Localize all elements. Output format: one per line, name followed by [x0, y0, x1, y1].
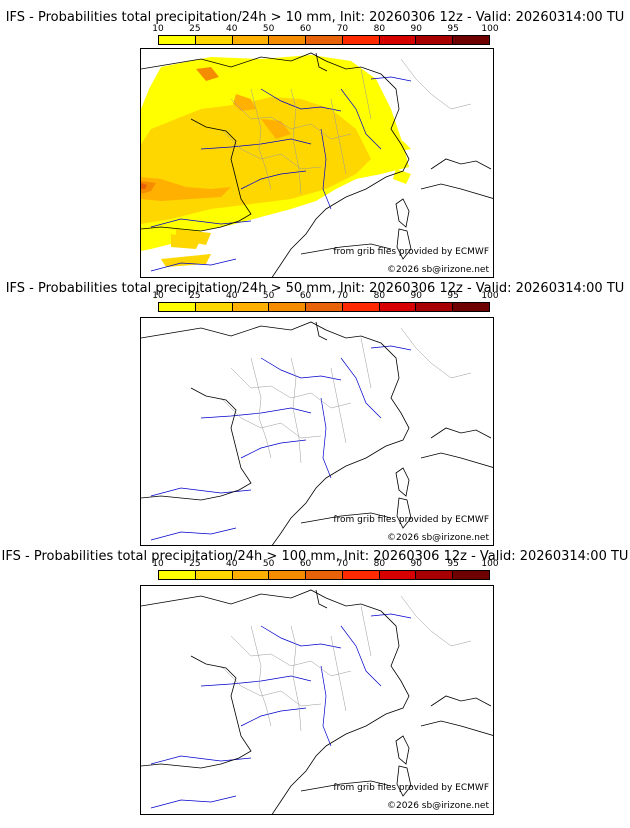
scale-tick-label: 90 — [410, 291, 422, 301]
map-svg — [141, 589, 493, 814]
scale-segment — [232, 571, 270, 579]
scale-tick-label: 50 — [262, 559, 275, 569]
scale-segment — [342, 571, 380, 579]
map-svg — [141, 52, 493, 277]
scale-tick-label: 25 — [189, 291, 201, 301]
panel-100mm: IFS - Probabilities total precipitation/… — [0, 548, 630, 828]
scale-segment — [306, 571, 343, 579]
scale-tick-label: 100 — [481, 24, 499, 34]
scale-segment — [159, 571, 196, 579]
scale-segment — [453, 36, 490, 44]
scale-segment — [342, 303, 380, 311]
coastlines — [141, 589, 493, 814]
probability-field — [141, 55, 411, 267]
scale-segment — [379, 303, 417, 311]
scale-tick-label: 100 — [481, 291, 499, 301]
scale-tick-label: 25 — [189, 559, 201, 569]
scale-tick-label: 40 — [226, 24, 238, 34]
scale-tick-label: 80 — [373, 559, 386, 569]
scale-tick-label: 10 — [152, 559, 164, 569]
scale-segment — [269, 571, 307, 579]
panel-title: IFS - Probabilities total precipitation/… — [1, 549, 629, 564]
rivers — [150, 345, 412, 541]
panel-10mm: IFS - Probabilities total precipitation/… — [0, 0, 630, 280]
scale-segment — [453, 303, 490, 311]
scale-segment — [379, 36, 417, 44]
color-scale: 10 25 40 50 60 70 80 90 95 100 — [152, 291, 499, 314]
scale-tick-label: 50 — [262, 291, 275, 301]
scale-segment — [379, 571, 417, 579]
scale-tick-label: 40 — [226, 559, 238, 569]
credit-ecmwf: from grib files provided by ECMWF — [333, 247, 489, 257]
scale-tick-label: 60 — [299, 559, 312, 569]
rivers — [150, 76, 412, 272]
scale-segment — [416, 36, 454, 44]
scale-tick-label: 70 — [336, 559, 349, 569]
scale-tick-label: 95 — [447, 291, 459, 301]
scale-segment — [453, 571, 490, 579]
scale-bar — [158, 35, 490, 45]
scale-segment — [195, 303, 233, 311]
scale-segment — [195, 36, 233, 44]
scale-tick-label: 95 — [447, 24, 459, 34]
scale-segment — [416, 303, 454, 311]
panel-title: IFS - Probabilities total precipitation/… — [5, 10, 625, 25]
admin-borders — [220, 595, 472, 732]
scale-tick-label: 60 — [299, 24, 312, 34]
rivers — [150, 613, 412, 809]
scale-tick-label: 50 — [262, 24, 275, 34]
scale-tick-label: 80 — [373, 291, 386, 301]
scale-tick-label: 60 — [299, 291, 312, 301]
scale-segment — [306, 303, 343, 311]
panel-title: IFS - Probabilities total precipitation/… — [5, 281, 625, 296]
scale-bar — [158, 302, 490, 312]
scale-segment — [269, 36, 307, 44]
scale-tick-label: 10 — [152, 291, 164, 301]
scale-tick-label: 25 — [189, 24, 201, 34]
scale-tick-label: 100 — [481, 559, 499, 569]
scale-tick-label: 90 — [410, 24, 422, 34]
probability-map: from grib files provided by ECMWF ©2026 … — [140, 585, 494, 815]
scale-tick-label: 90 — [410, 559, 422, 569]
admin-borders — [220, 58, 472, 195]
scale-segment — [342, 36, 380, 44]
scale-segment — [269, 303, 307, 311]
credit-ecmwf: from grib files provided by ECMWF — [333, 515, 489, 525]
scale-tick-label: 70 — [336, 24, 349, 34]
scale-segment — [195, 571, 233, 579]
credit-ecmwf: from grib files provided by ECMWF — [333, 783, 489, 793]
scale-segment — [232, 303, 270, 311]
scale-tick-label: 80 — [373, 24, 386, 34]
scale-tick-label: 40 — [226, 291, 238, 301]
coastlines — [141, 321, 493, 545]
scale-segment — [232, 36, 270, 44]
scale-tick-label: 10 — [152, 24, 164, 34]
probability-map: from grib files provided by ECMWF ©2026 … — [140, 48, 494, 278]
coastlines — [141, 52, 493, 277]
scale-bar — [158, 570, 490, 580]
credit-site: ©2026 sb@irizone.net — [387, 533, 489, 543]
map-svg — [141, 321, 493, 545]
admin-borders — [220, 327, 472, 464]
scale-tick-label: 95 — [447, 559, 459, 569]
scale-segment — [159, 36, 196, 44]
scale-segment — [159, 303, 196, 311]
scale-tick-label: 70 — [336, 291, 349, 301]
scale-segment — [306, 36, 343, 44]
panel-50mm: IFS - Probabilities total precipitation/… — [0, 280, 630, 550]
credit-site: ©2026 sb@irizone.net — [387, 265, 489, 275]
color-scale: 10 25 40 50 60 70 80 90 95 100 — [152, 24, 499, 47]
probability-map: from grib files provided by ECMWF ©2026 … — [140, 317, 494, 546]
color-scale: 10 25 40 50 60 70 80 90 95 100 — [152, 559, 499, 582]
scale-segment — [416, 571, 454, 579]
credit-site: ©2026 sb@irizone.net — [387, 801, 489, 811]
